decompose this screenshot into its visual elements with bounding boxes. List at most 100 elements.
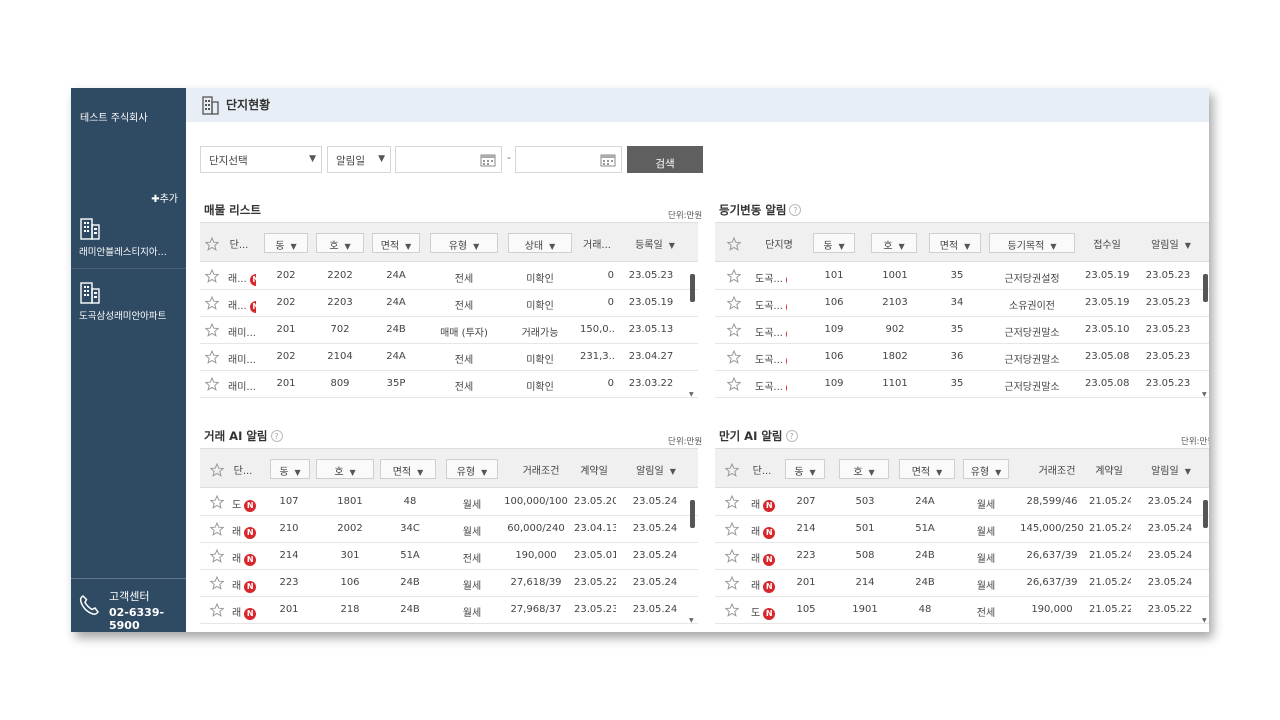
help-icon[interactable]: ? <box>270 430 283 442</box>
table-row[interactable]: 래미...N 201 809 35P 전세 미확인 0 23.03.22 <box>200 371 698 398</box>
star-icon[interactable] <box>204 322 220 337</box>
sidebar-item-complex-1[interactable]: 래미안블레스티지아... <box>71 216 186 280</box>
table-row[interactable]: 래 N 207 503 24A 월세 28,599/46 21.05.24 23.05.24 <box>715 489 1209 516</box>
table-row[interactable]: 래미...N 202 2104 24A 전세 미확인 231,3... 23.04.27 <box>200 344 698 371</box>
column-header[interactable]: 면적 ▼ <box>899 459 955 479</box>
scrollbar[interactable]: ▼ <box>1201 262 1209 398</box>
cell-text: 래 <box>232 554 242 565</box>
table-row[interactable]: 래 N 210 2002 34C 월세 60,000/240 23.04.13 23.05.24 <box>200 516 698 543</box>
column-header[interactable]: 호 ▼ <box>316 459 374 479</box>
cell-text: 301 <box>340 550 360 561</box>
table-row[interactable]: 래 N 201 214 24B 월세 26,637/39 21.05.24 23.05.24 <box>715 570 1209 597</box>
star-icon[interactable] <box>726 295 742 310</box>
help-icon[interactable]: ? <box>785 430 798 442</box>
scrollbar[interactable]: ▼ <box>688 488 696 624</box>
star-icon[interactable] <box>726 376 742 391</box>
cell-text: 1101 <box>882 378 908 389</box>
column-header[interactable]: 유형 ▼ <box>430 233 498 253</box>
scrollbar-thumb[interactable] <box>690 274 695 302</box>
sidebar-item-complex-2[interactable]: 도곡삼성래미안아파트 <box>71 280 186 344</box>
column-header[interactable]: 알림일 ▼ <box>630 459 682 479</box>
star-icon[interactable] <box>726 268 742 283</box>
end-date-input[interactable] <box>515 146 622 173</box>
table-row[interactable]: 래미...N 201 702 24B 매매 (투자) 거래가능 150,0... 23.05.… <box>200 317 698 344</box>
scrollbar-thumb[interactable] <box>1203 500 1208 528</box>
table-row[interactable]: 래... N 202 2202 24A 전세 미확인 0 23.05.23 <box>200 263 698 290</box>
calendar-icon[interactable] <box>600 153 616 167</box>
scroll-down-icon[interactable]: ▼ <box>689 391 694 398</box>
table-row[interactable]: 도 N 107 1801 48 월세 100,000/100 23.05.20 23.05.24 <box>200 489 698 516</box>
column-header[interactable]: 호 ▼ <box>316 233 364 253</box>
table-cell: 23.05.24 <box>630 604 680 615</box>
scrollbar[interactable]: ▼ <box>688 262 696 398</box>
star-icon[interactable] <box>726 236 742 251</box>
star-icon[interactable] <box>204 295 220 310</box>
star-icon[interactable] <box>209 462 225 477</box>
star-icon[interactable] <box>209 494 225 509</box>
column-header[interactable]: 유형 ▼ <box>963 459 1009 479</box>
star-icon[interactable] <box>724 575 740 590</box>
cell-text: 래미... <box>228 328 256 339</box>
column-header[interactable]: 등기목적 ▼ <box>989 233 1075 253</box>
scroll-down-icon[interactable]: ▼ <box>689 617 694 624</box>
cell-text: 23.05.22 <box>1147 604 1193 615</box>
calendar-icon[interactable] <box>480 153 496 167</box>
star-icon[interactable] <box>724 602 740 617</box>
star-icon[interactable] <box>209 575 225 590</box>
scroll-down-icon[interactable]: ▼ <box>1202 617 1207 624</box>
help-icon[interactable]: ? <box>789 204 802 216</box>
date-type-select[interactable]: 알림일 ▼ <box>327 146 391 173</box>
star-icon[interactable] <box>724 548 740 563</box>
star-icon[interactable] <box>726 322 742 337</box>
star-icon[interactable] <box>724 462 740 477</box>
column-header[interactable]: 알림일 ▼ <box>1145 459 1197 479</box>
star-icon[interactable] <box>204 268 220 283</box>
column-header[interactable]: 면적 ▼ <box>929 233 981 253</box>
search-button[interactable]: 검색 <box>627 146 703 173</box>
table-row[interactable]: 도곡...N 109 902 35 근저당권말소 23.05.10 23.05.23 <box>715 317 1209 344</box>
table-row[interactable]: 래 N 214 501 51A 월세 145,000/250 21.05.24 23.05.24 <box>715 516 1209 543</box>
star-icon[interactable] <box>209 602 225 617</box>
column-header[interactable]: 상태 ▼ <box>508 233 572 253</box>
column-header[interactable]: 등록일 ▼ <box>624 233 686 253</box>
star-icon[interactable] <box>209 548 225 563</box>
customer-center[interactable]: 고객센터 02-6339-5900 <box>71 578 186 632</box>
table-row[interactable]: 도곡...N 109 1101 35 근저당권말소 23.05.08 23.05.23 <box>715 371 1209 398</box>
table-row[interactable]: 래 N 223 106 24B 월세 27,618/39 23.05.22 23.05.24 <box>200 570 698 597</box>
column-header[interactable]: 면적 ▼ <box>380 459 436 479</box>
add-complex-button[interactable]: ✚추가 <box>151 194 178 205</box>
table-row[interactable]: 도 N 105 1901 48 전세 190,000 21.05.22 23.05.22 <box>715 597 1209 624</box>
cell-text: 24A <box>386 270 406 281</box>
complex-select[interactable]: 단지선택 ▼ <box>200 146 322 173</box>
star-icon[interactable] <box>724 521 740 536</box>
table-row[interactable]: 래 N 201 218 24B 월세 27,968/37 23.05.23 23.05.24 <box>200 597 698 624</box>
column-header[interactable]: 동 ▼ <box>270 459 310 479</box>
column-header[interactable]: 동 ▼ <box>813 233 855 253</box>
scrollbar[interactable]: ▼ <box>1201 488 1209 624</box>
column-header[interactable]: 유형 ▼ <box>446 459 498 479</box>
table-row[interactable]: 래 N 223 508 24B 월세 26,637/39 21.05.24 23.05.24 <box>715 543 1209 570</box>
new-badge: N <box>763 581 776 593</box>
scrollbar-thumb[interactable] <box>690 500 695 528</box>
column-header[interactable]: 동 ▼ <box>785 459 825 479</box>
star-icon[interactable] <box>204 349 220 364</box>
table-row[interactable]: 도곡...N 106 1802 36 근저당권말소 23.05.08 23.05.23 <box>715 344 1209 371</box>
star-icon[interactable] <box>724 494 740 509</box>
start-date-input[interactable] <box>395 146 502 173</box>
star-icon[interactable] <box>204 236 220 251</box>
column-header[interactable]: 면적 ▼ <box>372 233 420 253</box>
column-header[interactable]: 동 ▼ <box>264 233 308 253</box>
column-header[interactable]: 알림일 ▼ <box>1145 233 1197 253</box>
star-icon[interactable] <box>204 376 220 391</box>
scrollbar-thumb[interactable] <box>1203 274 1208 302</box>
star-icon[interactable] <box>726 349 742 364</box>
column-header[interactable]: 호 ▼ <box>871 233 917 253</box>
star-icon[interactable] <box>209 521 225 536</box>
table-row[interactable]: 도곡...N 106 2103 34 소유권이전 23.05.19 23.05.23 <box>715 290 1209 317</box>
table-row[interactable]: 래 N 214 301 51A 전세 190,000 23.05.01 23.05.24 <box>200 543 698 570</box>
scroll-down-icon[interactable]: ▼ <box>1202 391 1207 398</box>
column-header[interactable]: 호 ▼ <box>839 459 889 479</box>
table-row[interactable]: 도곡...N 101 1001 35 근저당권설정 23.05.19 23.05.23 <box>715 263 1209 290</box>
table-row[interactable]: 래... N 202 2203 24A 전세 미확인 0 23.05.19 <box>200 290 698 317</box>
